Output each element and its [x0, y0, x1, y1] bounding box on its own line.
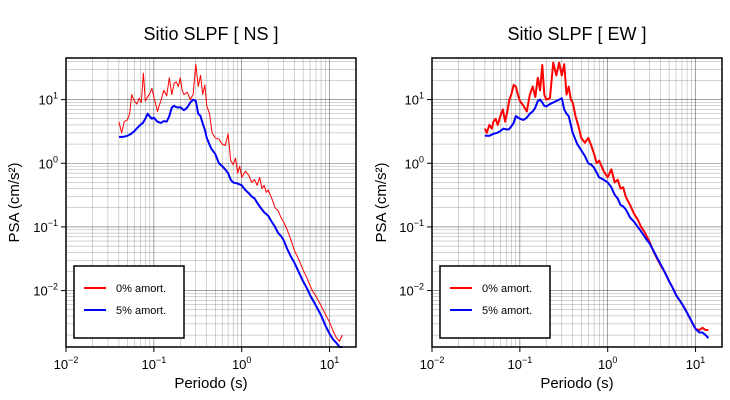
y-tick-label: 10−2 — [33, 282, 58, 299]
y-axis-label: PSA (cm/s²) — [373, 162, 390, 242]
x-tick-label: 100 — [598, 355, 617, 372]
legend: 0% amort. 5% amort. — [439, 265, 551, 339]
x-tick-label: 10−2 — [420, 355, 445, 372]
x-tick-label: 10−1 — [141, 355, 166, 372]
legend: 0% amort. 5% amort. — [73, 265, 185, 339]
legend-label: 0% amort. — [116, 283, 166, 295]
x-tick-label: 10−1 — [507, 355, 532, 372]
y-tick-label: 100 — [39, 154, 58, 171]
x-tick-label: 101 — [320, 355, 339, 372]
x-tick-label: 101 — [686, 355, 705, 372]
legend-box — [439, 265, 551, 339]
y-axis-label: PSA (cm/s²) — [6, 162, 23, 242]
y-tick-label: 100 — [405, 154, 424, 171]
chart-ew: 10−2 10−1 100 101 10−2 10−1 100 101 Sitio SLPF [… — [373, 24, 723, 392]
chart-title: Sitio SLPF [ NS ] — [143, 24, 278, 44]
x-tick-label: 100 — [232, 355, 251, 372]
series-line-damped — [118, 98, 343, 348]
chart-ns: 10−2 10−1 100 101 10−2 10−1 100 101 Sitio SLPF [… — [6, 24, 357, 392]
series-line-undamped — [118, 63, 343, 342]
legend-label: 5% amort. — [116, 305, 166, 317]
x-axis-label: Periodo (s) — [174, 375, 247, 392]
y-tick-label: 10−1 — [399, 218, 424, 235]
x-axis-label: Periodo (s) — [540, 375, 613, 392]
y-tick-label: 101 — [39, 91, 58, 108]
plot-frame — [431, 57, 723, 348]
plot-frame — [65, 57, 357, 348]
y-tick-label: 10−1 — [33, 218, 58, 235]
y-tick-label: 101 — [405, 91, 424, 108]
chart-title: Sitio SLPF [ EW ] — [507, 24, 646, 44]
y-tick-label: 10−2 — [399, 282, 424, 299]
legend-label: 5% amort. — [482, 305, 532, 317]
legend-box — [73, 265, 185, 339]
x-tick-label: 10−2 — [54, 355, 79, 372]
legend-label: 0% amort. — [482, 283, 532, 295]
series-line-damped — [484, 97, 710, 339]
